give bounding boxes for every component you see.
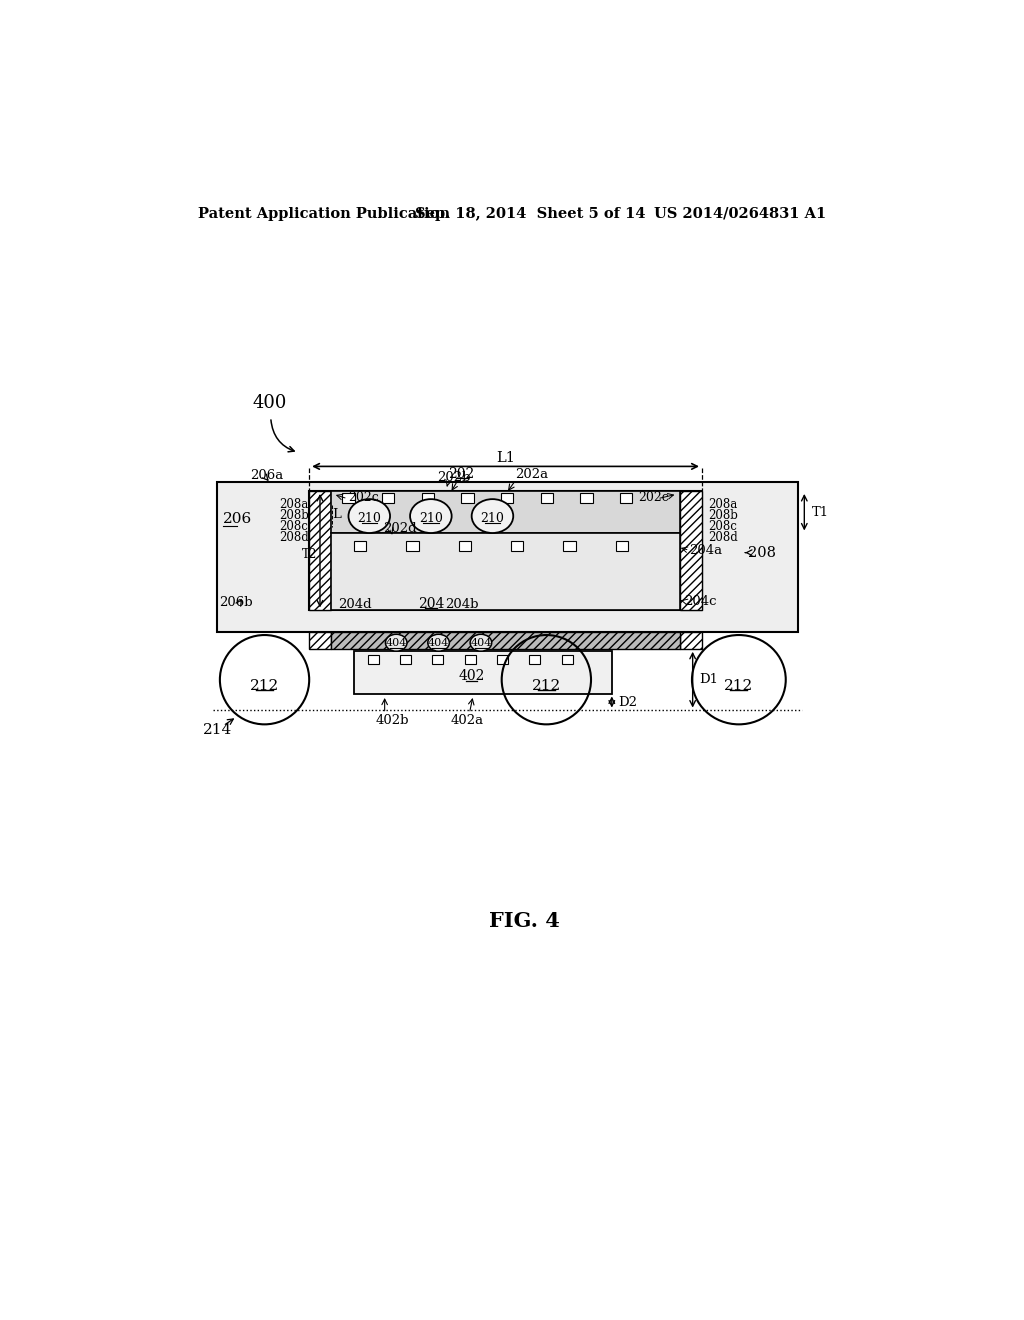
Text: 212: 212 [250,678,280,693]
Text: FIG. 4: FIG. 4 [489,911,560,931]
Bar [501,492,513,503]
Text: 212: 212 [531,678,561,693]
Bar [354,541,367,552]
Text: 208d: 208d [280,531,309,544]
Text: Sep. 18, 2014  Sheet 5 of 14: Sep. 18, 2014 Sheet 5 of 14 [416,207,646,220]
Bar [309,632,331,649]
Text: 404: 404 [428,639,450,648]
Text: T2: T2 [302,548,316,561]
Bar [382,492,394,503]
Bar [615,541,628,552]
Text: 202b: 202b [437,471,471,483]
Text: 206b: 206b [219,597,253,610]
Text: D2: D2 [617,696,637,709]
Text: 204b: 204b [444,598,478,611]
Bar [465,655,475,664]
Ellipse shape [472,499,513,533]
Bar [563,541,575,552]
Bar [400,655,411,664]
Bar [529,655,541,664]
Text: 210: 210 [419,512,442,525]
Bar [331,491,680,533]
Bar [680,632,701,649]
Text: 208: 208 [749,545,776,560]
Bar [541,492,553,503]
Text: 208b: 208b [280,510,309,523]
Bar [497,655,508,664]
Text: T1: T1 [812,506,829,519]
Text: 202d: 202d [383,523,417,536]
Text: L: L [333,508,341,521]
Text: 208d: 208d [708,531,738,544]
Ellipse shape [348,499,390,533]
Text: 206: 206 [223,512,252,525]
Bar [368,655,379,664]
Bar [354,651,611,693]
Text: 202: 202 [449,467,475,480]
Bar [217,482,798,632]
Bar [462,492,474,503]
Ellipse shape [470,635,492,651]
Text: 204d: 204d [339,598,372,611]
Text: L1: L1 [496,451,515,465]
Bar [432,655,443,664]
Text: 204a: 204a [689,544,723,557]
Text: 208b: 208b [708,510,738,523]
Text: 202c: 202c [348,491,379,504]
Bar [309,491,331,610]
Text: 214: 214 [203,723,232,737]
Text: 404: 404 [385,639,407,648]
Bar [581,492,593,503]
Text: 208c: 208c [708,520,737,533]
Bar [680,491,701,610]
Bar [422,492,434,503]
Text: 210: 210 [357,512,381,525]
Text: 402: 402 [458,669,484,684]
Text: 402a: 402a [451,714,483,726]
Bar [331,533,680,610]
Bar [309,491,701,610]
Bar [459,541,471,552]
Text: 210: 210 [480,512,505,525]
Bar [342,492,354,503]
Ellipse shape [428,635,450,651]
Bar [331,632,680,649]
Text: 400: 400 [252,395,287,412]
Ellipse shape [385,635,407,651]
Ellipse shape [410,499,452,533]
Text: 208a: 208a [708,499,737,511]
Text: 206a: 206a [250,469,284,482]
Text: 208c: 208c [280,520,308,533]
Text: 202c: 202c [638,491,669,504]
Bar [511,541,523,552]
Text: D1: D1 [698,673,718,686]
Text: 212: 212 [724,678,754,693]
Text: 402b: 402b [376,714,409,726]
Text: 204c: 204c [684,594,717,607]
Text: 208a: 208a [280,499,308,511]
Text: 404: 404 [470,639,492,648]
Text: 204: 204 [418,597,444,611]
Text: US 2014/0264831 A1: US 2014/0264831 A1 [654,207,826,220]
Bar [621,492,633,503]
Bar [562,655,572,664]
Text: Patent Application Publication: Patent Application Publication [199,207,451,220]
Bar [407,541,419,552]
Text: 202a: 202a [515,467,549,480]
